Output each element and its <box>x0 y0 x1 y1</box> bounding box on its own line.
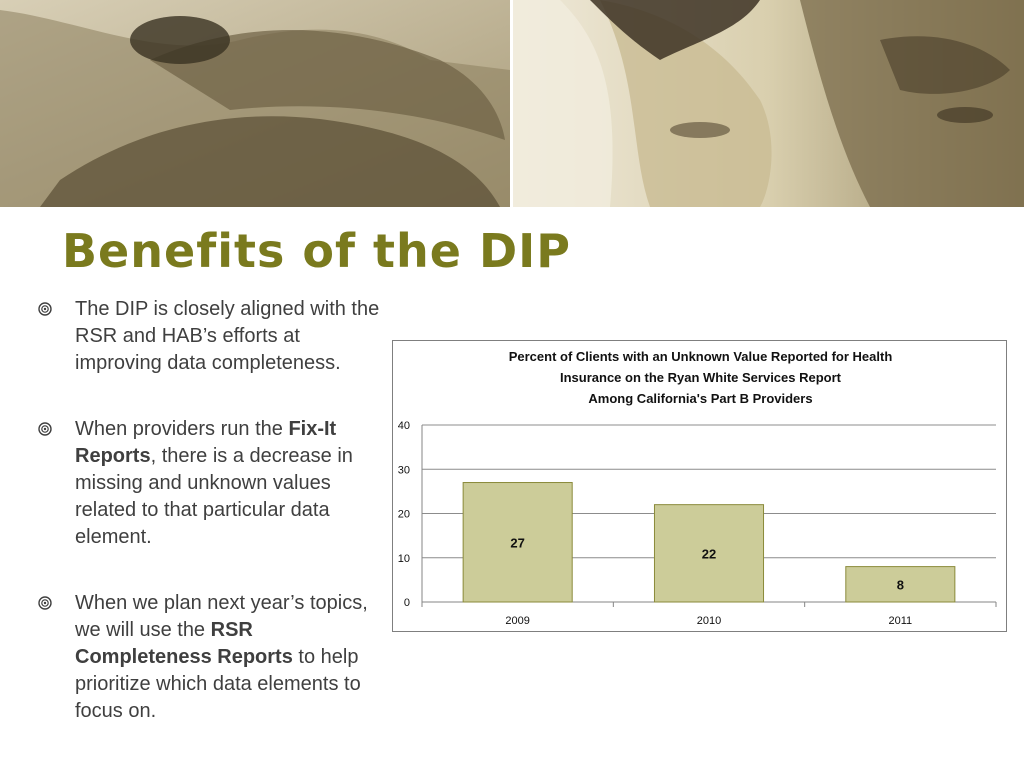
bullet-text: The DIP is closely aligned with the RSR … <box>75 298 380 374</box>
data-label: 22 <box>702 546 716 561</box>
bar-chart: Percent of Clients with an Unknown Value… <box>392 340 1007 632</box>
data-label: 8 <box>897 577 904 592</box>
chart-title-line-3: Among California's Part B Providers <box>588 391 813 406</box>
bullet-item: The DIP is closely aligned with the RSR … <box>36 296 386 377</box>
chart-title-line-2: Insurance on the Ryan White Services Rep… <box>559 370 842 385</box>
bar <box>653 504 765 603</box>
chart-title-line-1: Percent of Clients with an Unknown Value… <box>508 349 893 364</box>
bullet-circle-icon <box>38 596 52 610</box>
bullet-item: When we plan next year’s topics, we will… <box>36 590 386 725</box>
bullet-text-bold: RSR Completeness Reports <box>75 619 293 668</box>
bullet-circle-icon <box>38 422 52 436</box>
y-tick-label: 30 <box>398 464 410 476</box>
bullet-text-bold: Fix-It Reports <box>75 418 337 467</box>
banner-photo-image <box>0 0 1024 207</box>
x-tick-label: 2010 <box>697 615 721 627</box>
data-label: 27 <box>510 535 524 550</box>
y-tick-label: 20 <box>398 509 410 521</box>
y-tick-label: 0 <box>404 597 410 609</box>
bullet-text: When providers run the <box>75 418 289 440</box>
bullet-text: When we plan next year’s topics, we will… <box>75 592 368 641</box>
y-tick-label: 10 <box>398 553 410 565</box>
bullet-list: The DIP is closely aligned with the RSR … <box>36 296 386 764</box>
bullet-text: , there is a decrease in missing and unk… <box>75 445 353 548</box>
bar <box>845 566 956 603</box>
chart-title: Percent of Clients with an Unknown Value… <box>393 346 1008 409</box>
bullet-circle-icon <box>38 302 52 316</box>
chart-plot: 0 10 20 30 40 27 2009 22 2010 8 2011 <box>398 420 997 627</box>
x-tick-label: 2011 <box>889 615 913 627</box>
header-photo-banner <box>0 0 1024 207</box>
x-tick-label: 2009 <box>505 615 529 627</box>
y-tick-label: 40 <box>398 420 410 432</box>
bullet-item: When providers run the Fix-It Reports, t… <box>36 416 386 551</box>
bar <box>462 482 573 603</box>
slide-title: Benefits of the DIP <box>62 224 571 278</box>
bullet-text: to help prioritize which data elements t… <box>75 646 361 722</box>
